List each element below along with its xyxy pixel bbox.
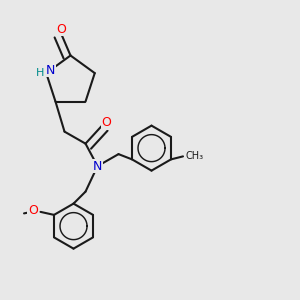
- Text: N: N: [93, 160, 102, 172]
- Text: O: O: [102, 116, 111, 129]
- Text: O: O: [28, 204, 38, 217]
- Text: N: N: [46, 64, 56, 76]
- Text: CH₃: CH₃: [186, 152, 204, 161]
- Text: H: H: [36, 68, 44, 78]
- Text: O: O: [57, 22, 66, 36]
